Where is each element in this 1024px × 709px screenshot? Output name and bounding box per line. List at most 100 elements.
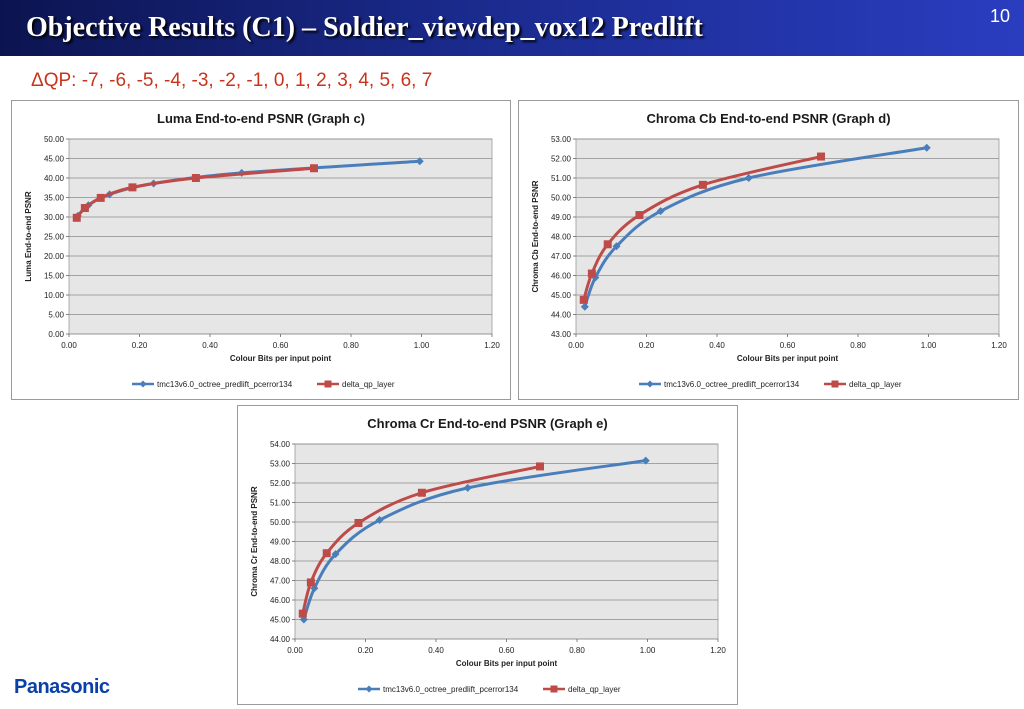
y-tick-label: 30.00 <box>44 213 65 222</box>
data-point-diamond <box>744 174 753 182</box>
y-axis-label: Chroma Cr End-to-end PSNR <box>250 486 259 596</box>
x-axis-label: Colour Bits per input point <box>737 354 839 363</box>
y-tick-label: 48.00 <box>270 557 291 566</box>
y-tick-label: 48.00 <box>551 233 572 242</box>
legend-label: tmc13v6.0_octree_predlift_pcerror134 <box>383 685 519 694</box>
legend-label: delta_qp_layer <box>849 380 902 389</box>
y-tick-label: 50.00 <box>44 135 65 144</box>
x-tick-label: 0.40 <box>709 341 725 350</box>
x-tick-label: 0.00 <box>61 341 77 350</box>
x-axis-label: Colour Bits per input point <box>456 659 558 668</box>
y-tick-label: 44.00 <box>270 635 291 644</box>
data-point-diamond <box>922 143 931 152</box>
y-tick-label: 52.00 <box>270 479 291 488</box>
data-point-square <box>635 211 644 220</box>
y-tick-label: 44.00 <box>551 311 572 320</box>
chart-chroma-cr: Chroma Cr End-to-end PSNR (Graph e) 44.00… <box>237 405 738 705</box>
legend-marker-square <box>324 380 332 388</box>
legend-label: tmc13v6.0_octree_predlift_pcerror134 <box>157 380 293 389</box>
x-tick-label: 0.60 <box>780 341 796 350</box>
legend-label: delta_qp_layer <box>342 380 395 389</box>
x-axis-label: Colour Bits per input point <box>230 354 332 363</box>
y-tick-label: 50.00 <box>270 518 291 527</box>
data-point-square <box>816 152 825 161</box>
y-tick-label: 53.00 <box>270 460 291 469</box>
data-point-square <box>96 193 105 202</box>
y-tick-label: 50.00 <box>551 194 572 203</box>
y-axis-label: Luma End-to-end PSNR <box>24 191 33 281</box>
data-point-square <box>309 164 318 173</box>
y-tick-label: 0.00 <box>48 330 64 339</box>
legend-marker-diamond <box>365 685 373 693</box>
x-tick-label: 0.00 <box>568 341 584 350</box>
title-bar: Objective Results (C1) – Soldier_viewdep… <box>0 0 1024 56</box>
data-point-square <box>354 518 363 527</box>
data-point-square <box>128 183 137 192</box>
slide-title: Objective Results (C1) – Soldier_viewdep… <box>26 12 703 43</box>
y-tick-label: 15.00 <box>44 272 65 281</box>
y-tick-label: 52.00 <box>551 155 572 164</box>
x-tick-label: 0.40 <box>202 341 218 350</box>
data-point-square <box>698 180 707 189</box>
chart-luma-svg: Luma End-to-end PSNR (Graph c) 0.00 5.00 10… <box>24 111 500 389</box>
data-point-diamond <box>463 483 472 492</box>
y-tick-label: 54.00 <box>270 440 291 449</box>
page-number: 10 <box>989 6 1010 26</box>
x-tick-label: 1.00 <box>640 646 656 655</box>
x-tick-label: 0.80 <box>343 341 359 350</box>
chart-chroma-cb-svg: Chroma Cb End-to-end PSNR (Graph d) 43.00… <box>531 111 1007 389</box>
y-tick-label: 51.00 <box>551 174 572 183</box>
y-tick-label: 46.00 <box>551 272 572 281</box>
delta-qp-list: ΔQP: -7, -6, -5, -4, -3, -2, -1, 0, 1, 2… <box>31 70 433 91</box>
y-tick-label: 49.00 <box>551 213 572 222</box>
y-tick-label: 20.00 <box>44 252 65 261</box>
x-tick-label: 0.40 <box>428 646 444 655</box>
data-point-square <box>191 174 200 182</box>
y-tick-label: 40.00 <box>44 174 65 183</box>
y-tick-label: 10.00 <box>44 291 65 300</box>
data-point-square <box>587 269 596 278</box>
x-tick-label: 1.00 <box>921 341 937 350</box>
legend-marker-diamond <box>139 380 147 388</box>
chart-luma: Luma End-to-end PSNR (Graph c) 0.00 5.00 10… <box>11 100 511 400</box>
x-tick-label: 0.60 <box>273 341 289 350</box>
x-tick-label: 0.20 <box>132 341 148 350</box>
legend-marker-square <box>831 380 839 388</box>
data-point-square <box>417 488 426 497</box>
x-tick-label: 0.60 <box>499 646 515 655</box>
y-tick-label: 49.00 <box>270 538 291 547</box>
panasonic-logo: Panasonic <box>14 676 110 698</box>
data-point-diamond <box>331 550 340 559</box>
data-point-square <box>298 609 307 618</box>
data-point-square <box>306 578 315 587</box>
x-tick-label: 1.20 <box>710 646 726 655</box>
y-tick-label: 51.00 <box>270 499 291 508</box>
y-tick-label: 45.00 <box>44 155 65 164</box>
y-tick-label: 5.00 <box>48 311 64 320</box>
data-point-diamond <box>375 516 384 525</box>
data-point-square <box>322 549 331 558</box>
y-tick-label: 43.00 <box>551 330 572 339</box>
y-axis-label: Chroma Cb End-to-end PSNR <box>531 180 540 292</box>
y-tick-label: 47.00 <box>551 252 572 261</box>
legend-marker-diamond <box>646 380 654 388</box>
y-tick-label: 47.00 <box>270 577 291 586</box>
chart-title: Luma End-to-end PSNR (Graph c) <box>157 111 365 126</box>
x-tick-label: 0.80 <box>569 646 585 655</box>
y-tick-label: 25.00 <box>44 233 65 242</box>
chart-title: Chroma Cb End-to-end PSNR (Graph d) <box>646 111 890 126</box>
chart-chroma-cb: Chroma Cb End-to-end PSNR (Graph d) 43.00… <box>518 100 1019 400</box>
legend-label: delta_qp_layer <box>568 685 621 694</box>
legend-label: tmc13v6.0_octree_predlift_pcerror134 <box>664 380 800 389</box>
x-tick-label: 1.20 <box>484 341 500 350</box>
data-point-square <box>72 213 81 222</box>
data-point-diamond <box>641 456 650 465</box>
chart-chroma-cr-svg: Chroma Cr End-to-end PSNR (Graph e) 44.00… <box>250 416 726 694</box>
x-tick-label: 0.20 <box>358 646 374 655</box>
data-point-square <box>80 204 89 213</box>
data-point-square <box>579 295 588 304</box>
x-tick-label: 1.20 <box>991 341 1007 350</box>
y-tick-label: 46.00 <box>270 596 291 605</box>
data-point-diamond <box>656 207 665 216</box>
y-tick-label: 35.00 <box>44 194 65 203</box>
